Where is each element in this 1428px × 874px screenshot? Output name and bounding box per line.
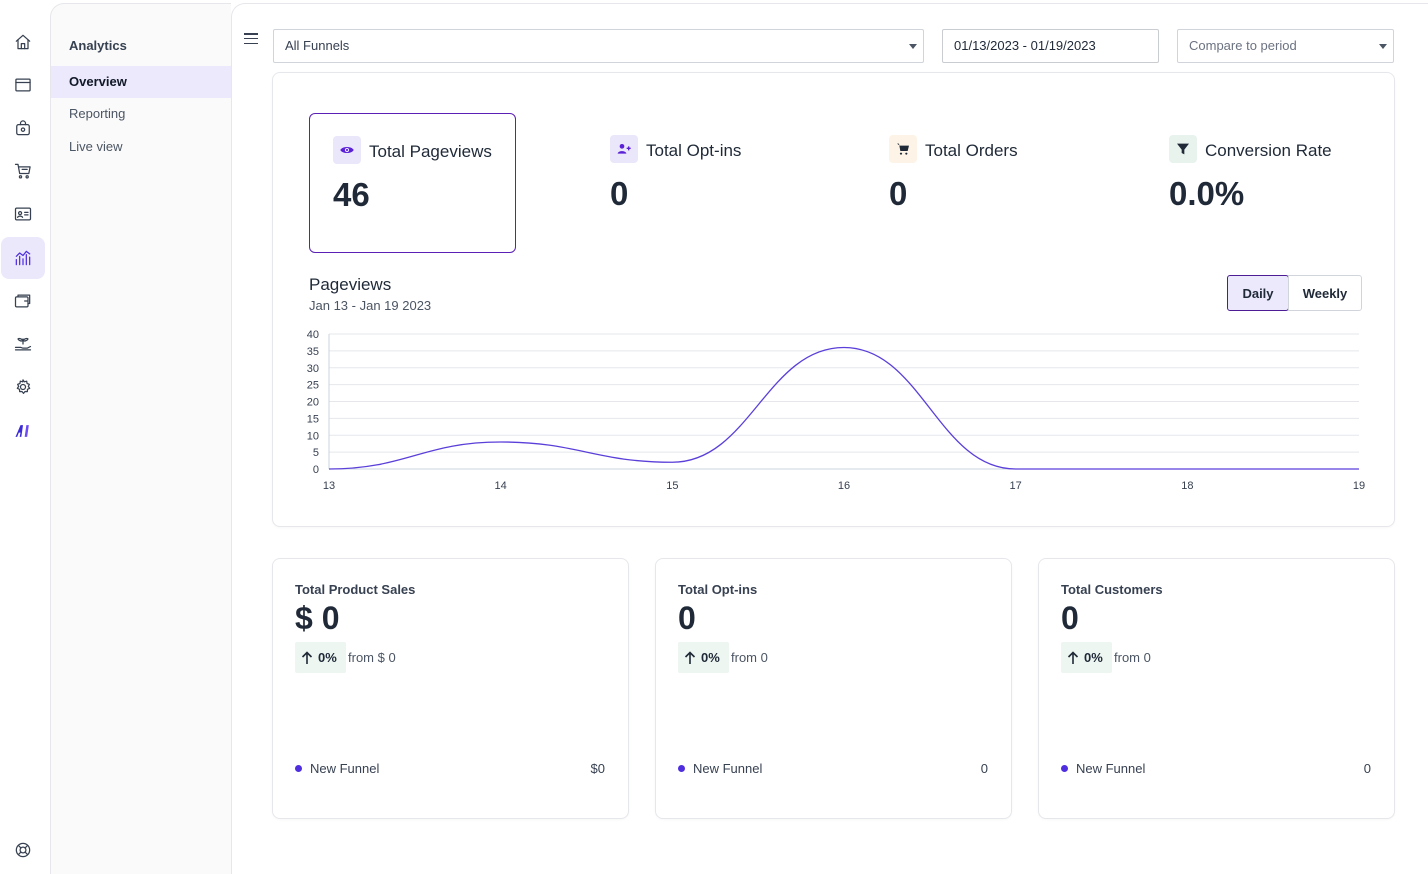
stat-label: Conversion Rate	[1205, 141, 1332, 160]
chevron-down-icon	[1379, 44, 1387, 49]
change-value: 0%	[1084, 650, 1103, 665]
lifebuoy-icon[interactable]	[1, 829, 45, 871]
bag-icon[interactable]	[1, 107, 45, 149]
compare-period-select[interactable]: Compare to period	[1177, 29, 1394, 63]
card-title: Total Customers	[1061, 582, 1163, 597]
funnel-icon	[1169, 135, 1197, 163]
change-value: 0%	[701, 650, 720, 665]
card-value: 0	[678, 600, 696, 636]
card-title: Total Opt-ins	[678, 582, 758, 597]
chevron-down-icon	[909, 44, 917, 49]
cart-icon[interactable]	[1, 150, 45, 192]
stat-total-orders[interactable]: Total Orders 0	[889, 135, 1109, 225]
chart-subtitle: Jan 13 - Jan 19 2023	[309, 298, 432, 313]
subnav-item-live-view[interactable]: Live view	[69, 139, 123, 154]
legend-value: 0	[1363, 761, 1371, 776]
legend-value: $0	[590, 761, 605, 776]
summary-card	[272, 558, 629, 819]
legend-dot	[678, 765, 685, 772]
card-title: Total Product Sales	[295, 582, 416, 597]
icon-rail	[0, 0, 46, 874]
legend-name: New Funnel	[310, 761, 380, 776]
contact-card-icon[interactable]	[1, 193, 45, 235]
date-range-value: 01/13/2023 - 01/19/2023	[954, 38, 1096, 53]
funnel-select[interactable]: All Funnels	[273, 29, 924, 63]
stat-conversion-rate[interactable]: Conversion Rate 0.0%	[1169, 135, 1369, 225]
stat-value: 0	[889, 175, 908, 212]
analytics-icon[interactable]	[1, 237, 45, 279]
change-badge: 0%	[1061, 642, 1112, 673]
menu-toggle-icon[interactable]	[244, 33, 258, 47]
card-value: $ 0	[295, 600, 340, 636]
weekly-toggle-button[interactable]: Weekly	[1288, 275, 1362, 311]
stat-value: 0	[610, 175, 629, 212]
arrow-up-icon	[1067, 650, 1079, 664]
compare-period-placeholder: Compare to period	[1189, 38, 1297, 53]
analytics-subnav: Analytics Overview Reporting Live view	[50, 3, 231, 874]
arrow-up-icon	[684, 650, 696, 664]
browser-icon[interactable]	[1, 64, 45, 106]
ai-logo-icon[interactable]	[1, 410, 45, 452]
stat-value: 0.0%	[1169, 175, 1245, 212]
gear-icon[interactable]	[1, 366, 45, 408]
stat-total-opt-ins[interactable]: Total Opt-ins 0	[610, 135, 830, 225]
stat-label: Total Orders	[925, 141, 1018, 160]
stat-label: Total Pageviews	[369, 142, 492, 161]
plant-hand-icon[interactable]	[1, 323, 45, 365]
card-value: 0	[1061, 600, 1079, 636]
arrow-up-icon	[301, 650, 313, 664]
legend-name: New Funnel	[1076, 761, 1146, 776]
stat-total-pageviews[interactable]: Total Pageviews 46	[309, 113, 516, 253]
date-range-input[interactable]: 01/13/2023 - 01/19/2023	[942, 29, 1159, 63]
subnav-item-overview[interactable]: Overview	[51, 66, 231, 98]
subnav-title: Analytics	[69, 38, 127, 53]
legend-dot	[1061, 765, 1068, 772]
subnav-item-reporting[interactable]: Reporting	[69, 106, 126, 121]
change-from: from 0	[731, 650, 768, 665]
stat-label: Total Opt-ins	[646, 141, 742, 160]
summary-card	[655, 558, 1012, 819]
home-icon[interactable]	[1, 21, 45, 63]
change-value: 0%	[318, 650, 337, 665]
legend-name: New Funnel	[693, 761, 763, 776]
change-badge: 0%	[295, 642, 346, 673]
chart-title: Pageviews	[309, 275, 392, 294]
cart-icon	[889, 135, 917, 163]
change-from: from $ 0	[348, 650, 396, 665]
eye-icon	[333, 136, 361, 164]
funnel-select-value: All Funnels	[285, 38, 350, 53]
legend-dot	[295, 765, 302, 772]
change-badge: 0%	[678, 642, 729, 673]
summary-card	[1038, 558, 1395, 819]
legend-value: 0	[980, 761, 988, 776]
daily-toggle-button[interactable]: Daily	[1227, 275, 1289, 311]
change-from: from 0	[1114, 650, 1151, 665]
user-plus-icon	[610, 135, 638, 163]
wallet-icon[interactable]	[1, 280, 45, 322]
stat-value: 46	[333, 176, 370, 213]
